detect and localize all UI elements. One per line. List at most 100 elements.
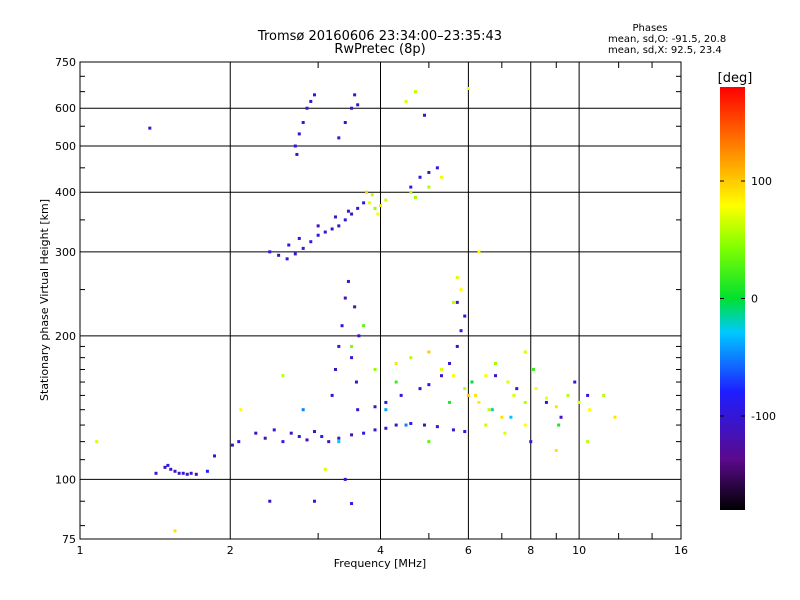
- o-mode-point: [148, 126, 152, 130]
- o-mode-point: [384, 400, 388, 404]
- x-mode-point: [427, 440, 431, 444]
- o-mode-point: [427, 383, 431, 387]
- o-mode-point: [353, 93, 357, 97]
- x-mode-point: [509, 415, 513, 419]
- x-mode-point: [362, 324, 366, 328]
- o-mode-point: [213, 454, 217, 458]
- x-mode-point: [523, 423, 527, 427]
- o-mode-point: [163, 465, 167, 469]
- o-mode-point: [422, 423, 426, 427]
- colorbar-gradient: [720, 87, 745, 510]
- o-mode-point: [337, 344, 341, 348]
- o-mode-point: [346, 279, 350, 283]
- o-mode-point: [529, 440, 533, 444]
- o-mode-point: [353, 305, 357, 309]
- x-axis-label: Frequency [MHz]: [334, 557, 426, 570]
- x-mode-point: [281, 374, 285, 378]
- o-mode-point: [281, 440, 285, 444]
- o-mode-point: [312, 93, 316, 97]
- o-mode-point: [333, 215, 337, 219]
- y-tick-label: 500: [55, 140, 76, 153]
- o-mode-point: [399, 393, 403, 397]
- o-mode-point: [305, 438, 309, 442]
- o-mode-point: [356, 103, 360, 107]
- o-mode-point: [254, 431, 258, 435]
- chart-subtitle: RwPretec (8p): [334, 42, 425, 57]
- x-mode-point: [586, 440, 590, 444]
- x-mode-point: [173, 529, 177, 533]
- x-tick-label: 6: [465, 544, 472, 557]
- x-mode-point: [470, 380, 474, 384]
- o-mode-point: [305, 106, 309, 110]
- x-mode-point: [365, 190, 369, 194]
- x-mode-point: [367, 201, 371, 205]
- o-mode-point: [268, 250, 272, 254]
- o-mode-point: [350, 502, 354, 506]
- x-mode-point: [323, 467, 327, 471]
- o-mode-point: [268, 499, 272, 503]
- axis-ticks: 1 2 4 6 8 10 16 75 100 200 300 400 500 600 750: [55, 56, 688, 557]
- legend-line-o: mean, sd,O: -91.5, 20.8: [608, 34, 726, 45]
- o-mode-point: [320, 435, 324, 439]
- o-mode-point: [330, 393, 334, 397]
- o-mode-point: [346, 209, 350, 213]
- x-mode-point: [459, 288, 463, 292]
- o-mode-point: [343, 477, 347, 481]
- x-tick-label: 10: [572, 544, 586, 557]
- o-mode-point: [354, 380, 358, 384]
- o-mode-point: [373, 405, 377, 409]
- x-mode-point: [463, 387, 467, 391]
- x-mode-point: [484, 374, 488, 378]
- o-mode-point: [384, 426, 388, 430]
- o-mode-point: [459, 329, 463, 333]
- x-mode-point: [503, 431, 507, 435]
- o-mode-point: [440, 374, 444, 378]
- y-tick-label: 75: [62, 533, 76, 546]
- x-mode-point: [440, 367, 444, 371]
- x-mode-point: [506, 380, 510, 384]
- x-mode-point: [487, 408, 491, 412]
- o-mode-point: [301, 246, 305, 250]
- o-mode-point: [586, 393, 590, 397]
- o-mode-point: [350, 433, 354, 437]
- x-mode-point: [602, 393, 606, 397]
- o-mode-point: [293, 252, 297, 256]
- o-mode-point: [316, 224, 320, 228]
- x-mode-point: [409, 356, 413, 360]
- x-mode-point: [500, 415, 504, 419]
- o-mode-point: [573, 380, 577, 384]
- o-mode-point: [559, 415, 563, 419]
- legend-heading: Phases: [632, 23, 667, 34]
- x-mode-point: [337, 440, 341, 444]
- x-mode-point: [413, 195, 417, 199]
- y-tick-label: 300: [55, 246, 76, 259]
- x-mode-point: [523, 400, 527, 404]
- o-mode-point: [455, 300, 459, 304]
- o-mode-point: [293, 144, 297, 148]
- plot-frame: [79, 61, 682, 540]
- x-mode-point: [376, 212, 380, 216]
- o-mode-point: [362, 431, 366, 435]
- o-mode-point: [333, 367, 337, 371]
- x-mode-point: [534, 387, 538, 391]
- o-mode-point: [327, 440, 331, 444]
- o-mode-point: [185, 472, 189, 476]
- o-mode-point: [435, 425, 439, 429]
- o-mode-point: [297, 435, 301, 439]
- o-mode-point: [272, 428, 276, 432]
- o-mode-point: [418, 175, 422, 179]
- x-mode-point: [455, 276, 459, 280]
- o-mode-point: [343, 121, 347, 125]
- x-mode-point: [566, 393, 570, 397]
- o-mode-point: [194, 472, 198, 476]
- x-mode-point: [613, 415, 617, 419]
- o-mode-point: [494, 374, 498, 378]
- x-tick-label: 4: [377, 544, 384, 557]
- x-mode-point: [531, 367, 535, 371]
- x-mode-point: [413, 90, 417, 94]
- x-mode-point: [239, 408, 243, 412]
- x-mode-point: [448, 400, 452, 404]
- o-mode-point: [373, 428, 377, 432]
- o-mode-point: [173, 469, 177, 473]
- x-mode-point: [477, 400, 481, 404]
